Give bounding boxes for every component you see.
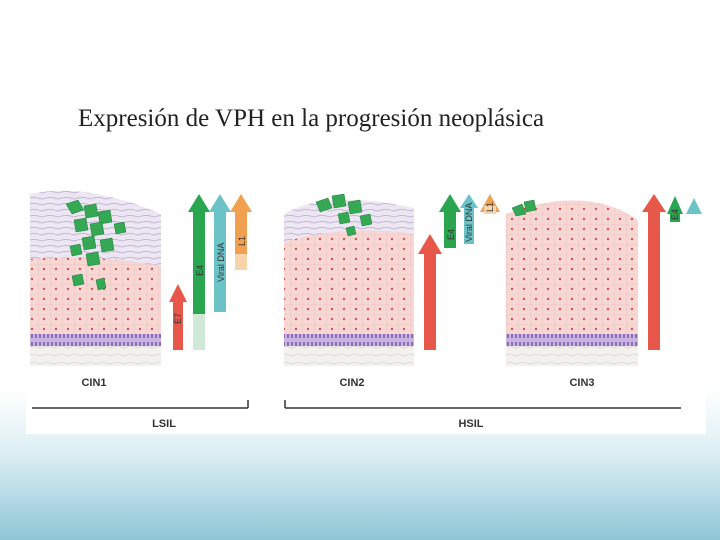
- slide-title: Expresión de VPH en la progresión neoplá…: [78, 105, 545, 132]
- cin3-e4-arrow: E4: [667, 196, 683, 222]
- cin2-e4-label: E4: [446, 229, 456, 240]
- cin1-infected-cells: [65, 199, 127, 291]
- cin1-e7-label: E7: [173, 313, 183, 324]
- cin3-infected-cells: [511, 199, 537, 217]
- stage-label-cin2: CIN2: [339, 377, 364, 389]
- cin1-e7-arrow: E7: [169, 284, 187, 350]
- cin2-e7-arrow: [418, 234, 442, 350]
- cin2-viral-dna-label: Viral DNA: [464, 203, 474, 242]
- cin1-l1-label: L1: [237, 236, 247, 246]
- cin2-viral-dna-arrow: Viral DNA: [460, 194, 478, 244]
- group-label-hsil: HSIL: [458, 418, 483, 430]
- lsil-bracket: [32, 400, 249, 409]
- cin1-e4-arrow: E4: [188, 194, 210, 350]
- cin1-viral-dna-label: Viral DNA: [216, 243, 226, 282]
- cin2-infected-cells: [315, 193, 373, 237]
- cin1-viral-dna-arrow: Viral DNA: [209, 194, 231, 312]
- hpv-progression-figure: E7 E4 Viral DNA L1 CIN1: [26, 184, 706, 434]
- hsil-bracket: [284, 400, 681, 409]
- cin2-l1-arrow: L1: [480, 194, 500, 214]
- cin3-e4-label: E4: [670, 209, 680, 220]
- cin1-e4-label: E4: [195, 265, 205, 276]
- cin1-panel: E7 E4 Viral DNA L1 CIN1: [30, 190, 252, 389]
- cin3-panel: E4 CIN3: [506, 194, 702, 389]
- group-label-lsil: LSIL: [152, 418, 176, 430]
- cin2-e4-arrow: E4: [439, 194, 461, 248]
- cin3-e7-arrow: [642, 194, 666, 350]
- cin3-viral-dna-arrow: [686, 198, 702, 214]
- cin2-l1-label: L1: [485, 202, 495, 212]
- cin1-l1-arrow: L1: [230, 194, 252, 270]
- stage-label-cin3: CIN3: [569, 377, 594, 389]
- diagram-canvas: E7 E4 Viral DNA L1 CIN1: [30, 190, 702, 430]
- cin2-panel: E4 Viral DNA L1 CIN2: [284, 193, 500, 389]
- stage-label-cin1: CIN1: [81, 377, 106, 389]
